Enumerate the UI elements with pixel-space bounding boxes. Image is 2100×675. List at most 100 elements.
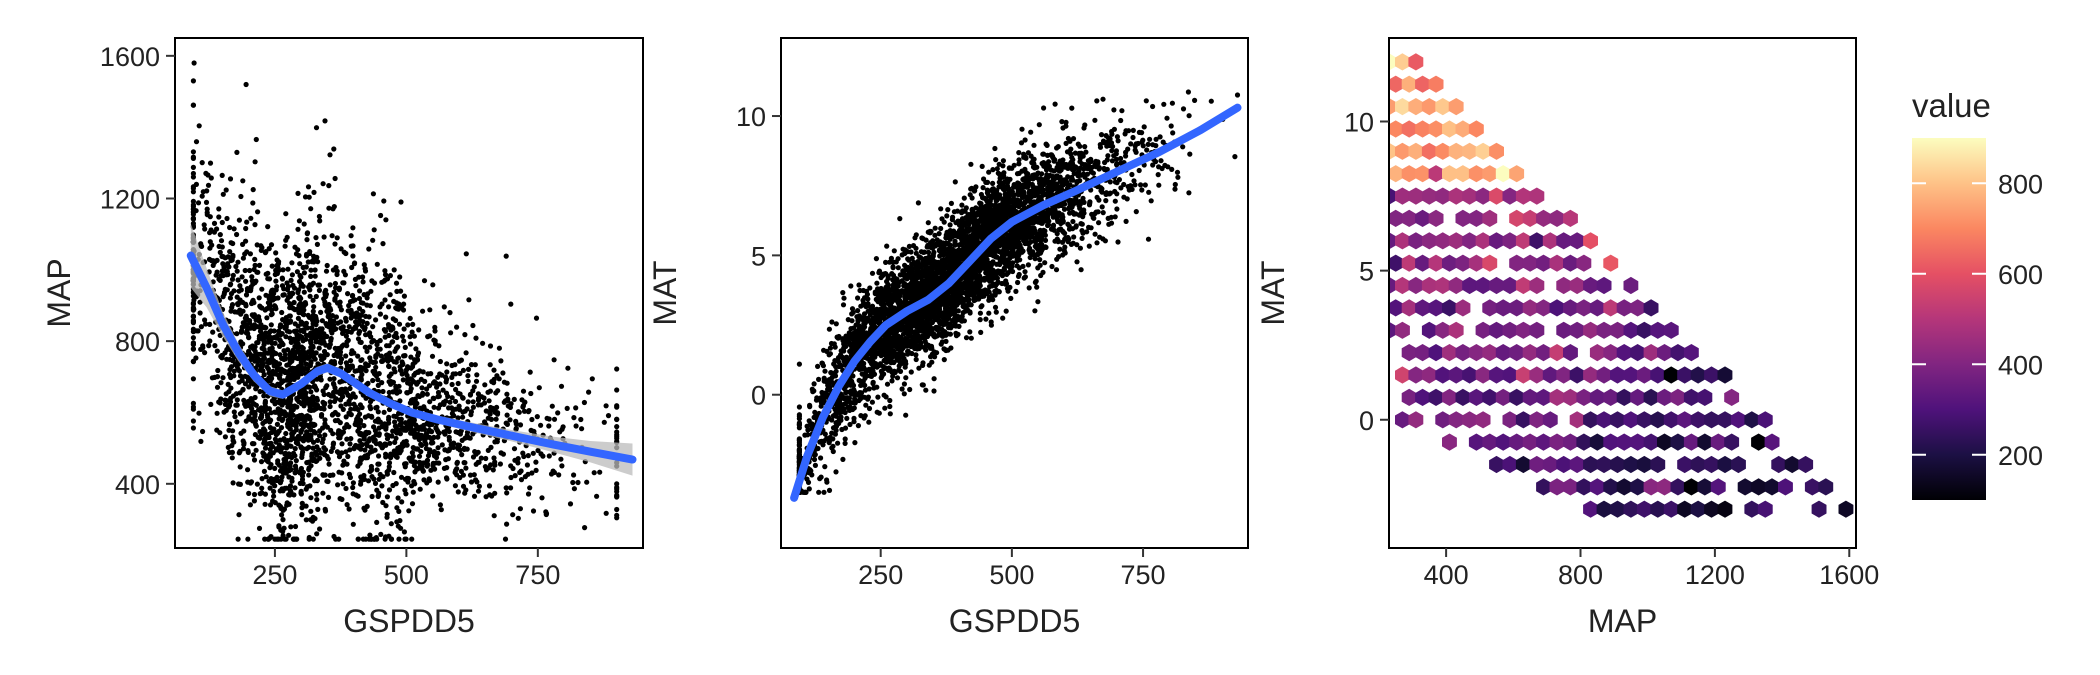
data-point [310, 308, 316, 314]
data-point [284, 280, 290, 286]
data-point [393, 345, 399, 352]
data-point [382, 268, 388, 274]
data-point [190, 335, 196, 341]
data-point [289, 272, 295, 278]
data-point [218, 380, 224, 386]
data-point [254, 481, 260, 487]
data-point [381, 327, 387, 333]
data-point [465, 378, 471, 384]
plot-area [186, 60, 637, 542]
data-point [371, 424, 377, 430]
data-point [1094, 98, 1100, 104]
data-point [1234, 92, 1241, 98]
data-point [1059, 119, 1065, 125]
data-point [190, 78, 196, 84]
data-point [395, 355, 401, 361]
data-point [1168, 123, 1174, 129]
data-point [272, 271, 278, 278]
data-point [208, 257, 214, 264]
data-point [312, 422, 318, 428]
data-point [384, 432, 390, 438]
data-point [350, 243, 356, 249]
data-point [272, 409, 278, 415]
data-point [318, 309, 324, 315]
data-point [238, 329, 245, 335]
data-point [327, 403, 333, 410]
data-point [1034, 284, 1040, 290]
data-point [430, 395, 436, 401]
data-point [296, 371, 302, 378]
data-point [263, 271, 269, 277]
data-point [311, 396, 317, 402]
data-point [466, 297, 472, 303]
data-point [314, 531, 320, 537]
data-point [226, 449, 232, 456]
data-point [362, 507, 368, 513]
data-point [248, 479, 255, 485]
data-point [1232, 154, 1238, 160]
data-point [273, 250, 279, 256]
data-point [279, 474, 285, 480]
data-point [1079, 235, 1085, 241]
data-point [271, 426, 277, 432]
data-point [1124, 196, 1130, 202]
data-point [379, 424, 385, 430]
data-point [279, 399, 285, 405]
data-point [468, 479, 475, 485]
data-point [231, 226, 237, 232]
data-point [867, 285, 873, 291]
data-point [1192, 97, 1198, 103]
data-point [219, 219, 225, 226]
data-point [329, 233, 335, 239]
data-point [1074, 259, 1080, 265]
data-point [343, 449, 349, 455]
data-point [353, 442, 359, 449]
data-point [338, 246, 344, 252]
data-point [436, 343, 442, 349]
data-point [317, 526, 323, 532]
data-point [304, 460, 310, 466]
data-point [257, 429, 263, 435]
data-point [424, 391, 430, 397]
data-point [298, 328, 304, 334]
data-point [352, 297, 358, 303]
data-point [190, 305, 196, 311]
data-point [1174, 169, 1181, 175]
data-point [283, 334, 289, 340]
data-point [1022, 137, 1028, 143]
data-point [980, 185, 986, 191]
data-point [402, 536, 408, 542]
data-point [216, 214, 222, 220]
data-point [460, 472, 466, 478]
data-point [1145, 141, 1151, 147]
data-point [390, 316, 396, 322]
data-point [338, 307, 344, 313]
data-point [313, 125, 320, 131]
data-point [266, 338, 272, 345]
data-point [229, 304, 235, 311]
data-point [252, 413, 258, 419]
data-point [343, 360, 349, 366]
data-point [430, 440, 436, 446]
data-point [218, 396, 224, 402]
data-point [261, 346, 267, 352]
data-point [1065, 221, 1071, 227]
data-point [190, 406, 196, 412]
data-point [535, 447, 541, 454]
data-point [356, 295, 363, 302]
data-point [278, 527, 284, 533]
data-point [1077, 245, 1083, 251]
data-point [292, 307, 298, 313]
data-point [234, 268, 240, 274]
data-point [243, 292, 250, 298]
data-point [994, 166, 1000, 172]
data-point [277, 503, 283, 510]
data-point [1130, 127, 1136, 133]
data-point [341, 249, 347, 255]
data-point [855, 423, 862, 429]
data-point [294, 418, 300, 424]
data-point [391, 267, 397, 273]
data-point [358, 365, 364, 371]
data-point [316, 345, 322, 351]
